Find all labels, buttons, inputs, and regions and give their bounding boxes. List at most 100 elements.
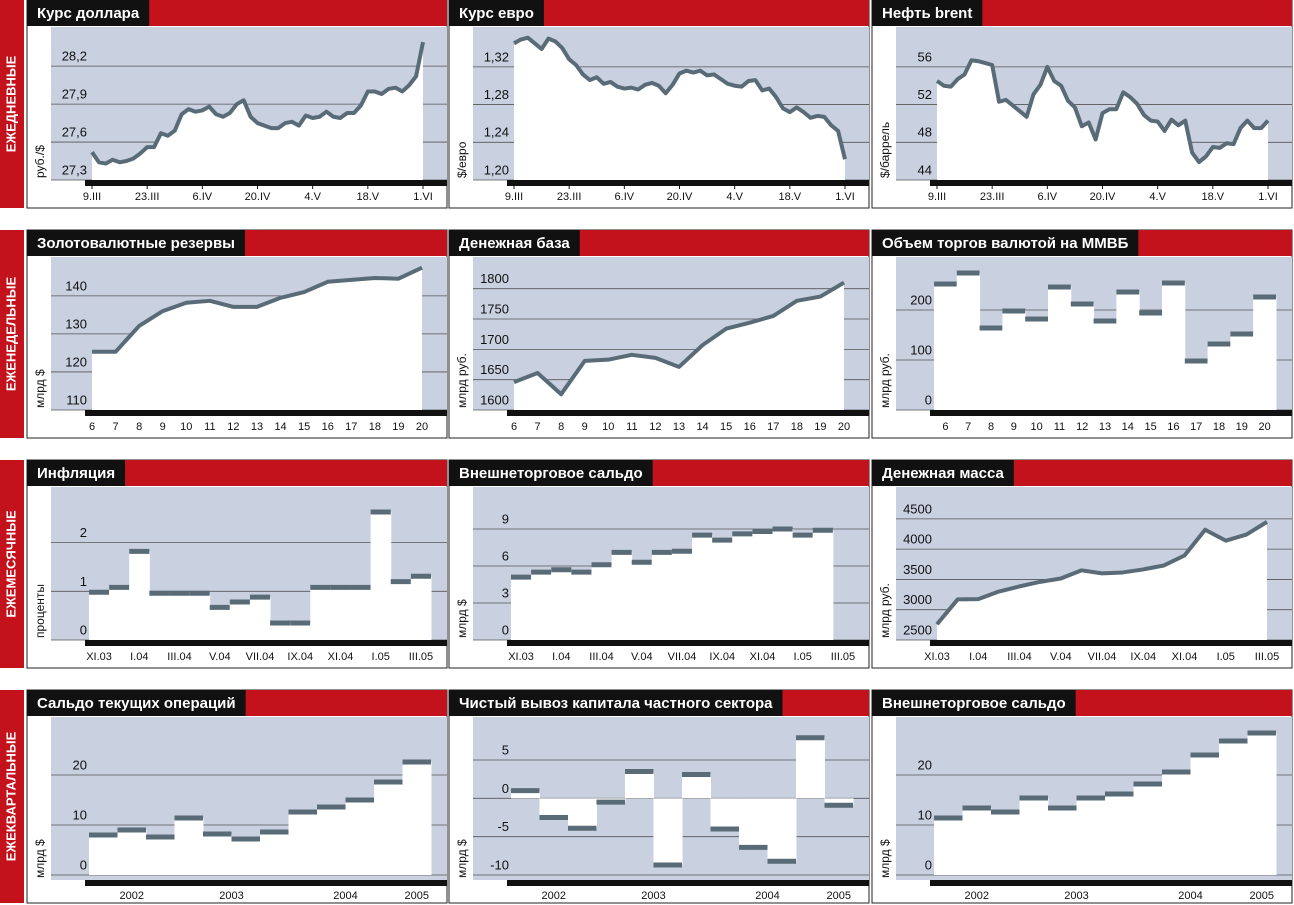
x-tick-label: 18.V bbox=[779, 191, 802, 203]
step-fill bbox=[109, 587, 130, 640]
y-tick-label: 2 bbox=[80, 525, 87, 540]
panel: Внешнеторговое сальдо млрд $ 0 3 6 9 XI.03 I.04… bbox=[448, 459, 870, 669]
step-fill bbox=[260, 832, 289, 875]
step-fill bbox=[410, 576, 432, 640]
panel: Инфляция проценты 0 1 2 XI.03 I.04 III.04 V.04 VI… bbox=[26, 459, 448, 669]
step-fill bbox=[390, 581, 412, 640]
step-fill bbox=[1207, 344, 1231, 410]
x-tick-label: 20.IV bbox=[245, 191, 271, 203]
x-tick-label: VII.04 bbox=[246, 651, 275, 663]
x-tick-label: 23.III bbox=[135, 191, 159, 203]
x-tick-label: I.04 bbox=[552, 651, 570, 663]
y-tick-label: 140 bbox=[65, 278, 87, 293]
y-tick-label: 0 bbox=[80, 622, 87, 637]
panel: Денежная масса млрд руб. 2500 3000 3500 4000 4… bbox=[871, 459, 1293, 669]
x-tick-label: XI.03 bbox=[86, 651, 112, 663]
x-axis bbox=[85, 640, 447, 646]
x-axis bbox=[930, 640, 1292, 646]
x-tick-label: 7 bbox=[965, 421, 971, 433]
step-fill bbox=[934, 818, 963, 875]
y-tick-label: 4500 bbox=[903, 501, 932, 516]
x-tick-label: 6 bbox=[511, 421, 517, 433]
y-axis-label: $/евро bbox=[455, 141, 469, 178]
y-tick-label: 44 bbox=[918, 162, 932, 177]
x-tick-label: 23.III bbox=[980, 191, 1004, 203]
step-fill bbox=[796, 737, 825, 799]
row-label: ЕЖЕНЕДЕЛЬНЫЕ bbox=[3, 277, 18, 392]
x-tick-label: I.05 bbox=[1217, 651, 1235, 663]
row-band bbox=[0, 0, 24, 208]
x-tick-label: 8 bbox=[136, 421, 142, 433]
x-tick-label: 18 bbox=[791, 421, 803, 433]
step-fill bbox=[174, 818, 204, 875]
x-axis bbox=[85, 880, 447, 886]
y-tick-label: 52 bbox=[918, 87, 932, 102]
y-tick-label: 110 bbox=[66, 392, 87, 407]
x-tick-label: IX.04 bbox=[1130, 651, 1156, 663]
title-box bbox=[872, 230, 1139, 256]
y-tick-label: 3000 bbox=[903, 592, 932, 607]
x-tick-label: 14 bbox=[274, 421, 286, 433]
step-fill bbox=[310, 587, 331, 640]
step-fill bbox=[591, 564, 613, 640]
chart-title: Курс доллара bbox=[37, 5, 140, 22]
y-axis-label: млрд $ bbox=[33, 839, 47, 878]
y-axis-label: млрд руб. bbox=[878, 583, 892, 638]
step-fill bbox=[231, 839, 261, 875]
x-tick-label: 9.III bbox=[505, 191, 523, 203]
step-fill bbox=[1002, 311, 1026, 410]
x-tick-label: 6 bbox=[942, 421, 948, 433]
x-tick-label: VII.04 bbox=[668, 651, 697, 663]
y-tick-label: 1650 bbox=[480, 362, 509, 377]
step-fill bbox=[539, 798, 569, 818]
area-fill bbox=[92, 42, 423, 180]
title-box bbox=[872, 690, 1076, 716]
step-fill bbox=[625, 771, 654, 799]
step-fill bbox=[249, 597, 271, 640]
y-tick-label: 3 bbox=[502, 585, 509, 600]
chart-title: Объем торгов валютой на ММВБ bbox=[882, 235, 1129, 252]
step-fill bbox=[1025, 319, 1049, 410]
y-tick-label: 1,28 bbox=[484, 87, 509, 102]
chart-title: Инфляция bbox=[37, 465, 115, 482]
title-box bbox=[449, 460, 653, 486]
x-axis bbox=[507, 180, 869, 186]
step-fill bbox=[812, 530, 834, 640]
x-tick-label: 6.IV bbox=[1038, 191, 1058, 203]
step-fill bbox=[511, 577, 532, 640]
panel: Нефть brent $/баррель 44 48 52 56 9.III 23.III 6… bbox=[871, 0, 1293, 209]
x-axis bbox=[85, 410, 447, 416]
y-tick-label: 0 bbox=[925, 857, 932, 872]
x-tick-label: 7 bbox=[535, 421, 541, 433]
x-tick-label: XI.04 bbox=[1172, 651, 1198, 663]
step-fill bbox=[692, 535, 713, 640]
x-group-label: 2002 bbox=[542, 890, 566, 902]
step-fill bbox=[402, 762, 432, 875]
y-tick-label: 130 bbox=[65, 316, 87, 331]
step-fill bbox=[1162, 772, 1191, 875]
x-axis bbox=[507, 640, 869, 646]
x-tick-label: 14 bbox=[696, 421, 708, 433]
chart-title: Сальдо текущих операций bbox=[37, 695, 236, 712]
y-tick-label: -10 bbox=[490, 857, 509, 872]
row-band bbox=[0, 460, 24, 668]
y-tick-label: 3500 bbox=[903, 562, 932, 577]
line bbox=[92, 265, 423, 354]
x-axis bbox=[507, 410, 869, 416]
panel: Чистый вывоз капитала частного сектора мл… bbox=[448, 689, 870, 904]
y-axis-label: млрд $ bbox=[33, 369, 47, 408]
y-axis-label: млрд руб. bbox=[878, 353, 892, 408]
line bbox=[513, 35, 847, 160]
step-fill bbox=[330, 587, 352, 640]
y-axis-label: млрд $ bbox=[878, 839, 892, 878]
y-tick-label: 6 bbox=[502, 548, 509, 563]
x-group-label: 2004 bbox=[1178, 890, 1202, 902]
x-tick-label: 12 bbox=[227, 421, 239, 433]
x-tick-label: III.05 bbox=[1255, 651, 1279, 663]
y-tick-label: 10 bbox=[918, 807, 932, 822]
y-tick-label: 0 bbox=[502, 622, 509, 637]
y-tick-label: 1750 bbox=[480, 301, 509, 316]
x-group-label: 2002 bbox=[965, 890, 989, 902]
step-fill bbox=[511, 790, 540, 799]
step-fill bbox=[671, 551, 693, 640]
